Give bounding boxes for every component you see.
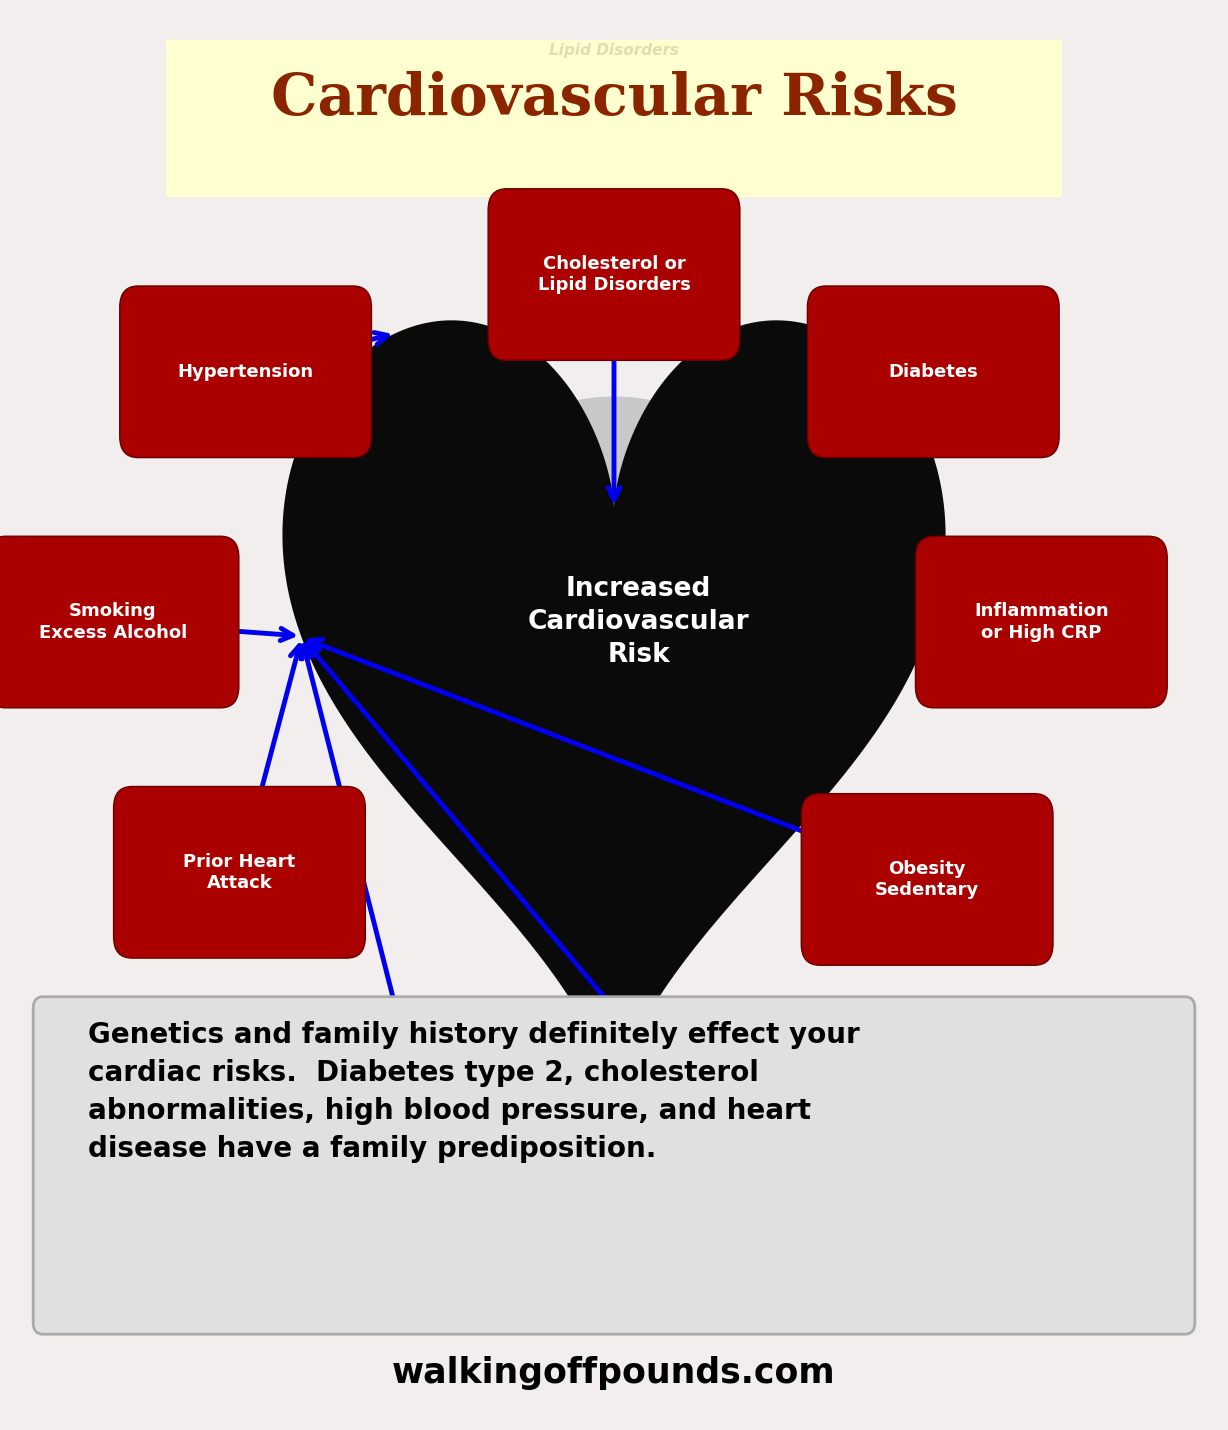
Text: Age, Race,
Biologic Gender: Age, Race, Biologic Gender	[344, 1098, 503, 1138]
FancyBboxPatch shape	[808, 286, 1059, 458]
FancyBboxPatch shape	[0, 536, 238, 708]
Text: Inflammation
or High CRP: Inflammation or High CRP	[974, 602, 1109, 642]
Text: Metabolic
Syndrome: Metabolic Syndrome	[655, 1098, 758, 1138]
FancyBboxPatch shape	[166, 40, 1062, 197]
FancyBboxPatch shape	[915, 536, 1167, 708]
FancyBboxPatch shape	[488, 189, 739, 360]
Text: Smoking
Excess Alcohol: Smoking Excess Alcohol	[39, 602, 187, 642]
FancyBboxPatch shape	[297, 1032, 549, 1204]
Text: Cholesterol or
Lipid Disorders: Cholesterol or Lipid Disorders	[538, 255, 690, 295]
FancyBboxPatch shape	[120, 286, 371, 458]
Text: Lipid Disorders: Lipid Disorders	[549, 43, 679, 57]
Text: Increased
Cardiovascular
Risk: Increased Cardiovascular Risk	[528, 576, 749, 668]
Text: Cardiovascular Risks: Cardiovascular Risks	[270, 72, 958, 127]
Text: Hypertension: Hypertension	[178, 363, 313, 380]
Text: Obesity
Sedentary: Obesity Sedentary	[876, 859, 979, 899]
Text: Prior Heart
Attack: Prior Heart Attack	[183, 852, 296, 892]
FancyBboxPatch shape	[801, 794, 1054, 965]
Text: walkingoffpounds.com: walkingoffpounds.com	[392, 1356, 836, 1390]
Polygon shape	[282, 320, 946, 1104]
FancyBboxPatch shape	[114, 787, 366, 958]
FancyBboxPatch shape	[580, 1032, 831, 1204]
Text: Diabetes: Diabetes	[888, 363, 979, 380]
Ellipse shape	[405, 396, 824, 862]
FancyBboxPatch shape	[33, 997, 1195, 1334]
Text: Genetics and family history definitely effect your
cardiac risks.  Diabetes type: Genetics and family history definitely e…	[88, 1021, 860, 1163]
